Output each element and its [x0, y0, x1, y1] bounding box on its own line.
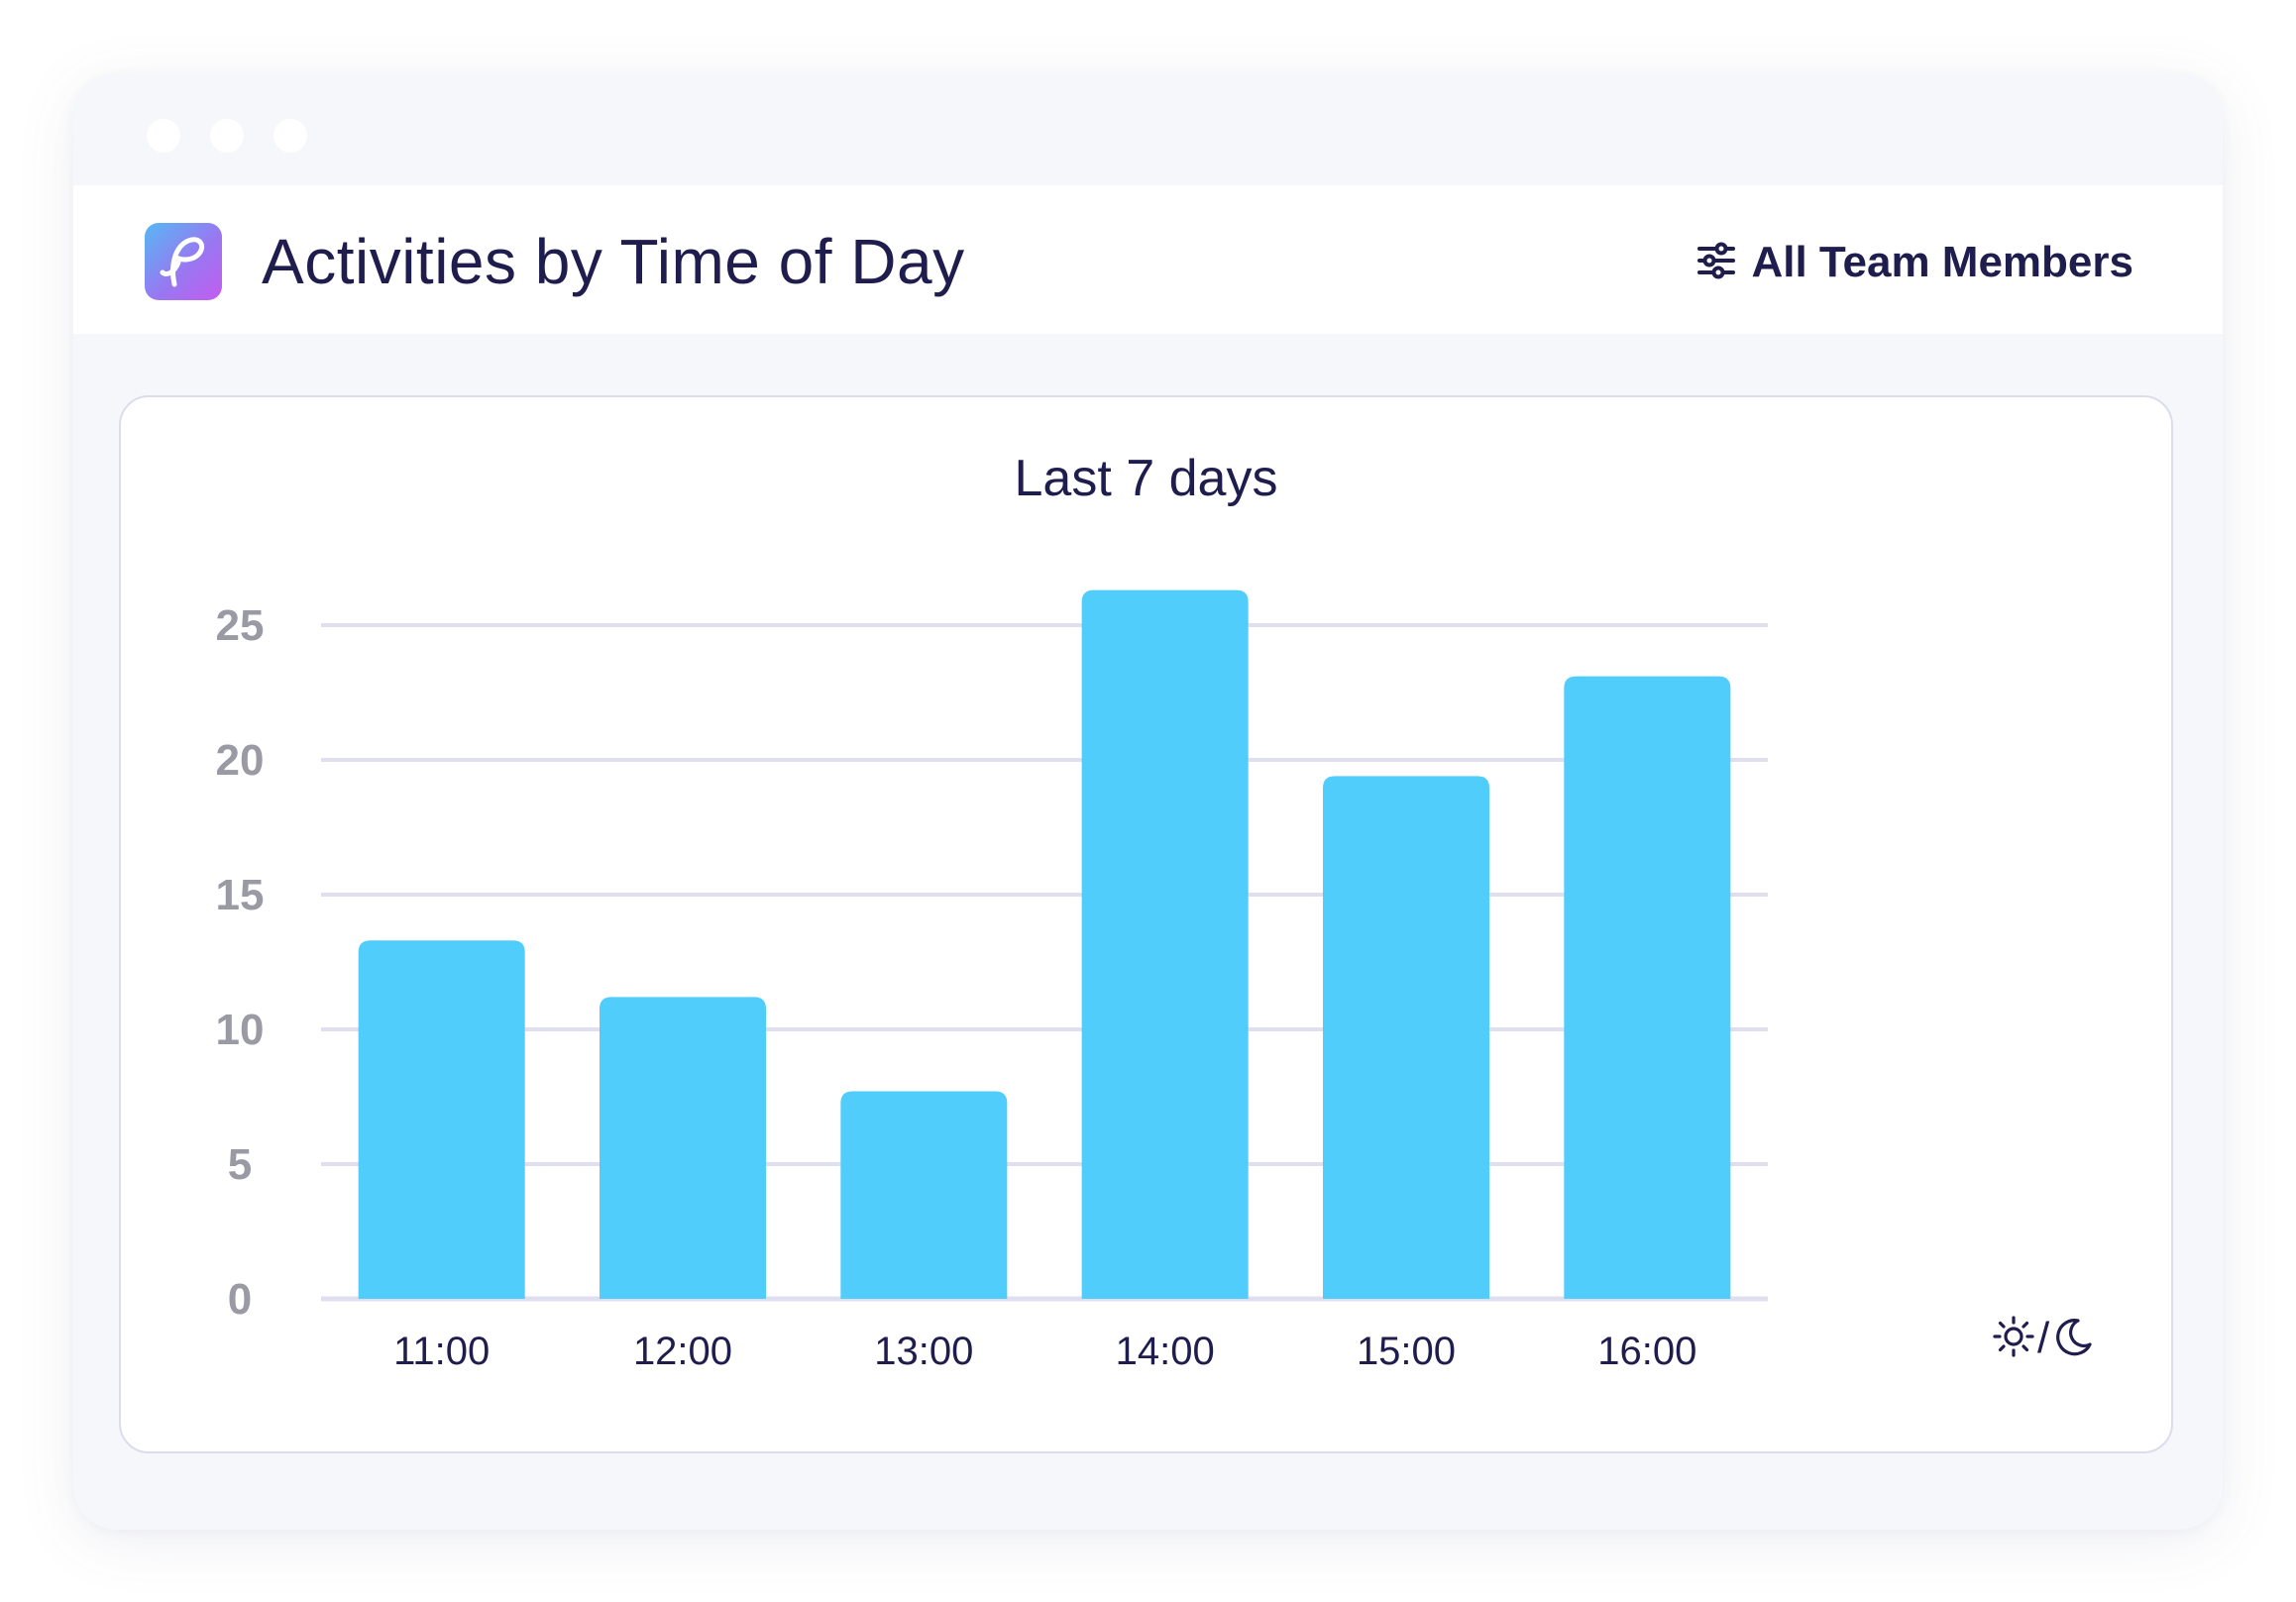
- bar-1100[interactable]: [358, 940, 525, 1299]
- bar-chart: 0 5 10 15 20 25 11:00 12:00 13:00 14:00 15:00 16:0…: [216, 589, 1768, 1373]
- bar-1600[interactable]: [1564, 676, 1731, 1299]
- x-tick-label: 15:00: [1357, 1330, 1456, 1373]
- page-header: Activities by Time of Day All Team: [73, 185, 2223, 334]
- window-controls: [147, 119, 307, 153]
- x-tick-label: 16:00: [1597, 1330, 1696, 1373]
- y-tick-label: 15: [216, 871, 265, 919]
- window-dot[interactable]: [273, 119, 307, 153]
- sliders-icon: [1695, 240, 1737, 286]
- x-tick-label: 13:00: [874, 1330, 973, 1373]
- x-tick-label: 14:00: [1116, 1330, 1215, 1373]
- y-tick-label: 10: [216, 1006, 265, 1054]
- chart-title: Last 7 days: [1014, 450, 1278, 507]
- team-filter-button[interactable]: All Team Members: [1695, 233, 2133, 292]
- bar-1300[interactable]: [840, 1091, 1008, 1299]
- window-dot[interactable]: [147, 119, 180, 153]
- y-tick-label: 20: [216, 736, 265, 785]
- x-tick-label: 11:00: [393, 1330, 490, 1373]
- y-tick-label: 0: [228, 1275, 252, 1324]
- window-dot[interactable]: [210, 119, 244, 153]
- moon-icon: [2051, 1315, 2095, 1363]
- chart-card: Last 7 days 0 5 10 15 20 25 11:00 12:00 13:00 14…: [119, 395, 2173, 1453]
- bar-1200[interactable]: [600, 997, 766, 1299]
- y-tick-label: 25: [216, 601, 265, 650]
- x-tick-label: 12:00: [633, 1330, 732, 1373]
- y-tick-label: 5: [228, 1140, 252, 1189]
- app-logo-icon: [145, 223, 222, 300]
- page-title: Activities by Time of Day: [262, 226, 965, 297]
- sun-icon: [1992, 1315, 2035, 1363]
- bar-1400[interactable]: [1081, 589, 1249, 1299]
- bar-1500[interactable]: [1323, 776, 1489, 1299]
- theme-toggle[interactable]: /: [1992, 1309, 2121, 1368]
- app-window: Activities by Time of Day All Team: [73, 73, 2223, 1530]
- team-filter-label: All Team Members: [1751, 238, 2133, 286]
- theme-separator: /: [2037, 1314, 2050, 1362]
